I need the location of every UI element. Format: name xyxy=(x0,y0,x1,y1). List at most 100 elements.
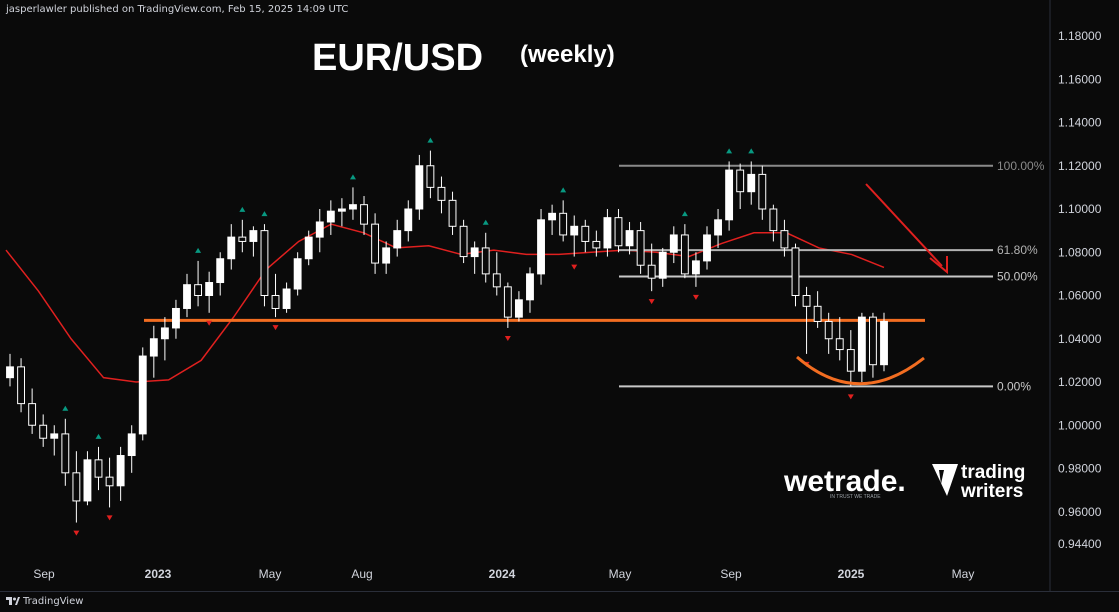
tradingview-brand: TradingView xyxy=(23,596,84,607)
candle-up xyxy=(282,288,291,309)
candle-down xyxy=(614,217,623,247)
candle-up xyxy=(227,236,236,260)
candle-up xyxy=(249,230,258,242)
x-axis: Sep 2023 May Aug 2024 May Sep 2025 May xyxy=(33,567,974,581)
candle-up xyxy=(725,169,734,221)
candle-down xyxy=(437,186,446,201)
y-tick-label: 1.02000 xyxy=(1058,375,1102,389)
candle-up xyxy=(880,320,888,366)
fib-level-label: 61.80% xyxy=(997,243,1038,257)
candle-up xyxy=(160,327,169,340)
x-tick-label: 2024 xyxy=(489,567,516,581)
fractal-up-marker xyxy=(261,211,268,217)
candle-down xyxy=(371,223,380,264)
y-tick-label: 1.06000 xyxy=(1058,289,1102,303)
fib-level-label: 50.00% xyxy=(997,269,1038,283)
fractal-up-marker xyxy=(681,211,688,217)
svg-text:IN TRUST WE TRADE: IN TRUST WE TRADE xyxy=(830,494,881,500)
y-tick-label: 1.16000 xyxy=(1058,72,1102,86)
tradingview-logo-icon xyxy=(6,597,20,605)
candle-up xyxy=(205,282,214,296)
y-tick-label: 1.14000 xyxy=(1058,116,1102,130)
candle-down xyxy=(94,459,103,478)
annotations xyxy=(796,183,948,386)
candle-down xyxy=(769,208,778,232)
fractal-up-marker xyxy=(726,148,733,154)
fractal-up-marker xyxy=(239,206,246,212)
candle-up xyxy=(183,284,191,309)
candle-up xyxy=(127,433,136,457)
fractal-down-marker xyxy=(504,335,511,341)
y-tick-label: 1.04000 xyxy=(1058,332,1102,346)
y-axis: 1.18000 1.16000 1.14000 1.12000 1.10000 1.080… xyxy=(1058,29,1102,551)
candle-down xyxy=(824,320,833,340)
candle-down xyxy=(426,165,435,188)
candle-down xyxy=(813,305,822,322)
chart-title: EUR/USD xyxy=(312,37,483,79)
candle-down xyxy=(758,173,767,210)
rounding-bottom-curve xyxy=(796,355,925,386)
candle-down xyxy=(72,472,81,502)
candle-up xyxy=(293,258,302,290)
candle-up xyxy=(138,355,147,435)
candle-up xyxy=(658,251,667,279)
y-tick-label: 1.18000 xyxy=(1058,29,1102,43)
fractal-down-marker xyxy=(106,515,113,521)
candle-down xyxy=(802,295,811,307)
trading-writers-logo: trading writers xyxy=(932,462,1025,502)
candle-up xyxy=(349,204,357,210)
price-chart[interactable]: 1.18000 1.16000 1.14000 1.12000 1.10000 1.080… xyxy=(0,0,1119,591)
candle-down xyxy=(559,212,568,236)
fractal-up-marker xyxy=(195,247,202,253)
publisher-line: jasperlawler published on TradingView.co… xyxy=(6,4,349,15)
candle-down xyxy=(271,295,280,309)
fractal-up-marker xyxy=(482,219,489,225)
candle-up xyxy=(714,219,722,236)
candle-down xyxy=(61,433,70,474)
fib-level-label: 100.00% xyxy=(997,159,1045,173)
y-tick-label: 0.98000 xyxy=(1058,462,1102,476)
candle-down xyxy=(581,225,590,242)
x-tick-label: May xyxy=(609,567,632,581)
moving-average xyxy=(5,223,885,383)
y-tick-label: 1.12000 xyxy=(1058,159,1102,173)
candle-up xyxy=(548,212,557,221)
candle-down xyxy=(846,349,855,372)
down-arrow-head xyxy=(929,256,948,275)
candle-up xyxy=(703,234,711,262)
x-tick-label: 2025 xyxy=(838,567,865,581)
tradingview-footer: TradingView xyxy=(0,591,1119,612)
x-tick-label: Aug xyxy=(351,567,372,581)
candle-up xyxy=(404,208,413,232)
moving-average-line xyxy=(5,223,885,383)
candle-down xyxy=(360,204,368,225)
candle-up xyxy=(337,208,346,212)
candle-down xyxy=(503,286,512,318)
candle-down xyxy=(736,169,745,193)
candle-up xyxy=(116,455,125,487)
candle-up xyxy=(747,173,756,193)
candle-up xyxy=(393,230,402,249)
candle-down xyxy=(680,234,689,275)
candle-up xyxy=(415,165,424,210)
y-tick-label: 1.00000 xyxy=(1058,418,1102,432)
chart-subtitle: (weekly) xyxy=(520,41,615,68)
candle-up xyxy=(304,236,313,260)
fib-level-label: 0.00% xyxy=(997,379,1031,393)
fractal-up-marker xyxy=(748,148,755,154)
fractal-down-marker xyxy=(692,294,699,300)
candle-up xyxy=(537,219,545,275)
y-tick-label: 1.10000 xyxy=(1058,202,1102,216)
candle-down xyxy=(791,247,800,297)
candles xyxy=(6,137,888,536)
candle-down xyxy=(492,273,501,288)
x-tick-label: 2023 xyxy=(145,567,172,581)
candle-up xyxy=(603,217,612,249)
fractal-up-marker xyxy=(560,187,567,193)
fractal-up-marker xyxy=(62,405,69,411)
candle-down xyxy=(238,236,247,242)
candle-up xyxy=(526,273,534,301)
candle-down xyxy=(105,476,114,487)
wetrade-logo: wetrade. IN TRUST WE TRADE xyxy=(783,465,906,500)
fractal-down-marker xyxy=(73,530,80,536)
